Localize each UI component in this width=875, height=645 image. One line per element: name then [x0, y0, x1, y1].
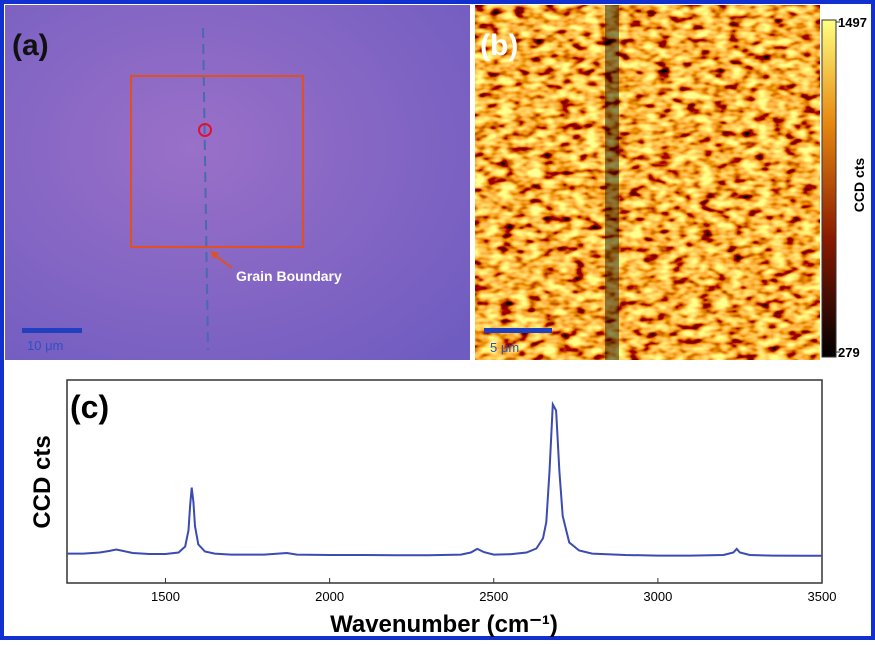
colorbar-label: CCD cts [851, 158, 867, 213]
scale-bar-label: 10 μm [27, 338, 63, 353]
optical-image [5, 5, 470, 360]
x-tick-label: 2500 [479, 589, 508, 604]
x-axis-label: Wavenumber (cm⁻¹) [330, 611, 558, 638]
scale-bar-label: 5 μm [490, 340, 519, 355]
annotation: Grain Boundary [236, 268, 342, 284]
spectrum-line [67, 400, 822, 557]
colorbar-tick-label: 1497 [838, 15, 867, 30]
panel-label: (c) [70, 389, 109, 425]
x-tick-label: 3500 [808, 589, 837, 604]
colorbar-tick-label: 279 [838, 345, 860, 360]
scale-bar [484, 328, 552, 333]
x-tick-label: 2000 [315, 589, 344, 604]
x-tick-label: 1500 [151, 589, 180, 604]
boundary-dark [605, 5, 619, 360]
grain-boundary-line [202, 27, 209, 351]
panel-label: (a) [12, 29, 49, 62]
spot-marker [198, 123, 212, 137]
colorbar [821, 19, 837, 358]
raman-map [475, 5, 820, 360]
arrow-head [210, 251, 219, 259]
scan-region [130, 75, 304, 248]
plot-area [66, 379, 823, 584]
panel-label: (b) [480, 29, 518, 62]
x-tick-label: 3000 [643, 589, 672, 604]
scale-bar [22, 328, 82, 333]
y-axis-label: CCD cts [29, 435, 56, 528]
